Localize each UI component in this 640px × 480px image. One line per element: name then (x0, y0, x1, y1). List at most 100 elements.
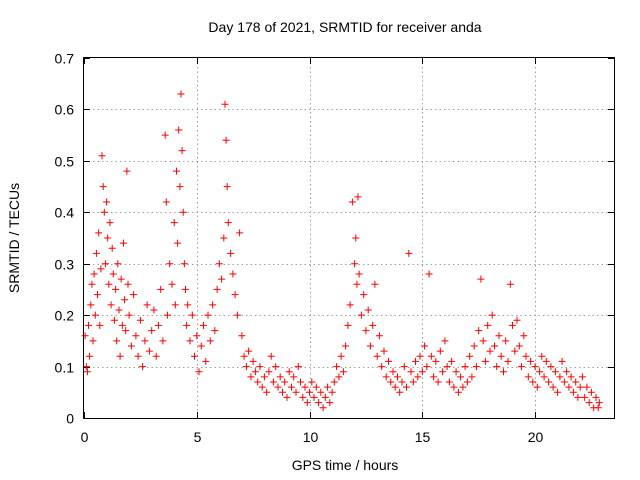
data-point (113, 337, 121, 345)
data-point (493, 363, 501, 371)
plot-frame (83, 57, 615, 419)
data-point (357, 311, 365, 319)
data-point (109, 270, 117, 278)
data-point (178, 147, 186, 155)
data-point (215, 260, 223, 268)
data-point (321, 393, 329, 401)
data-point (92, 249, 100, 257)
data-point (391, 383, 399, 391)
data-point (267, 352, 275, 360)
data-point (173, 167, 180, 175)
data-point (371, 280, 379, 288)
data-point (527, 357, 535, 365)
data-point (477, 275, 485, 283)
data-point (118, 321, 126, 329)
data-point (448, 357, 456, 365)
data-point (159, 337, 167, 345)
data-point (254, 378, 262, 386)
data-point (148, 327, 156, 335)
data-point (115, 306, 123, 314)
data-point (107, 301, 115, 309)
data-point (116, 352, 124, 360)
data-point (90, 270, 98, 278)
x-tick-label: 10 (303, 429, 319, 445)
data-point (409, 378, 417, 386)
data-point (565, 383, 573, 391)
data-point (274, 383, 282, 391)
data-point (132, 332, 140, 340)
data-point (88, 280, 96, 288)
data-point (337, 352, 345, 360)
data-point (515, 342, 523, 350)
data-point (459, 383, 467, 391)
data-point (106, 219, 114, 227)
data-point (290, 373, 298, 381)
data-point (387, 378, 395, 386)
data-point (249, 357, 257, 365)
data-point (466, 352, 474, 360)
data-point (242, 363, 250, 371)
data-point (418, 368, 426, 376)
data-point (554, 388, 562, 396)
data-point (319, 404, 327, 412)
data-point (120, 239, 127, 247)
data-point (218, 275, 226, 283)
data-point (162, 198, 170, 206)
data-point (583, 383, 591, 391)
data-point (403, 383, 410, 391)
data-point (378, 363, 386, 371)
data-point (430, 373, 438, 381)
data-point (364, 306, 372, 314)
data-point (400, 363, 408, 371)
data-point (355, 270, 363, 278)
data-point (288, 383, 295, 391)
data-point (328, 388, 336, 396)
data-point (472, 363, 480, 371)
data-point (247, 373, 255, 381)
data-point (171, 301, 179, 309)
data-point (412, 357, 419, 365)
data-point (502, 337, 510, 345)
data-point (479, 337, 487, 345)
data-point (143, 301, 151, 309)
data-point (306, 388, 313, 396)
data-point (166, 260, 174, 268)
data-point (434, 378, 442, 386)
x-tick-label: 15 (415, 429, 431, 445)
data-point (168, 280, 176, 288)
data-point (222, 136, 230, 144)
data-point (136, 316, 144, 324)
data-point (511, 347, 519, 355)
data-point (229, 270, 237, 278)
data-point (96, 321, 104, 329)
y-tick-label: 0.7 (55, 51, 75, 67)
data-point (333, 363, 341, 371)
data-point (529, 378, 537, 386)
data-point (101, 260, 109, 268)
data-point (545, 378, 553, 386)
data-point (558, 357, 566, 365)
data-point (83, 368, 91, 376)
data-point (85, 321, 92, 329)
data-point (509, 321, 516, 329)
data-point (145, 347, 153, 355)
data-point (342, 342, 350, 350)
data-point (317, 388, 325, 396)
data-point (497, 352, 505, 360)
data-point (87, 301, 95, 309)
data-point (468, 373, 476, 381)
data-point (269, 378, 277, 386)
data-point (141, 337, 149, 345)
x-tick-label: 0 (81, 429, 89, 445)
data-point (463, 378, 471, 386)
data-point (186, 337, 194, 345)
data-point (231, 291, 239, 299)
data-point (339, 368, 347, 376)
data-point (191, 352, 198, 360)
data-point (176, 183, 184, 191)
data-point (180, 260, 188, 268)
data-point (193, 332, 201, 340)
data-point (95, 229, 103, 237)
data-point (98, 152, 106, 160)
